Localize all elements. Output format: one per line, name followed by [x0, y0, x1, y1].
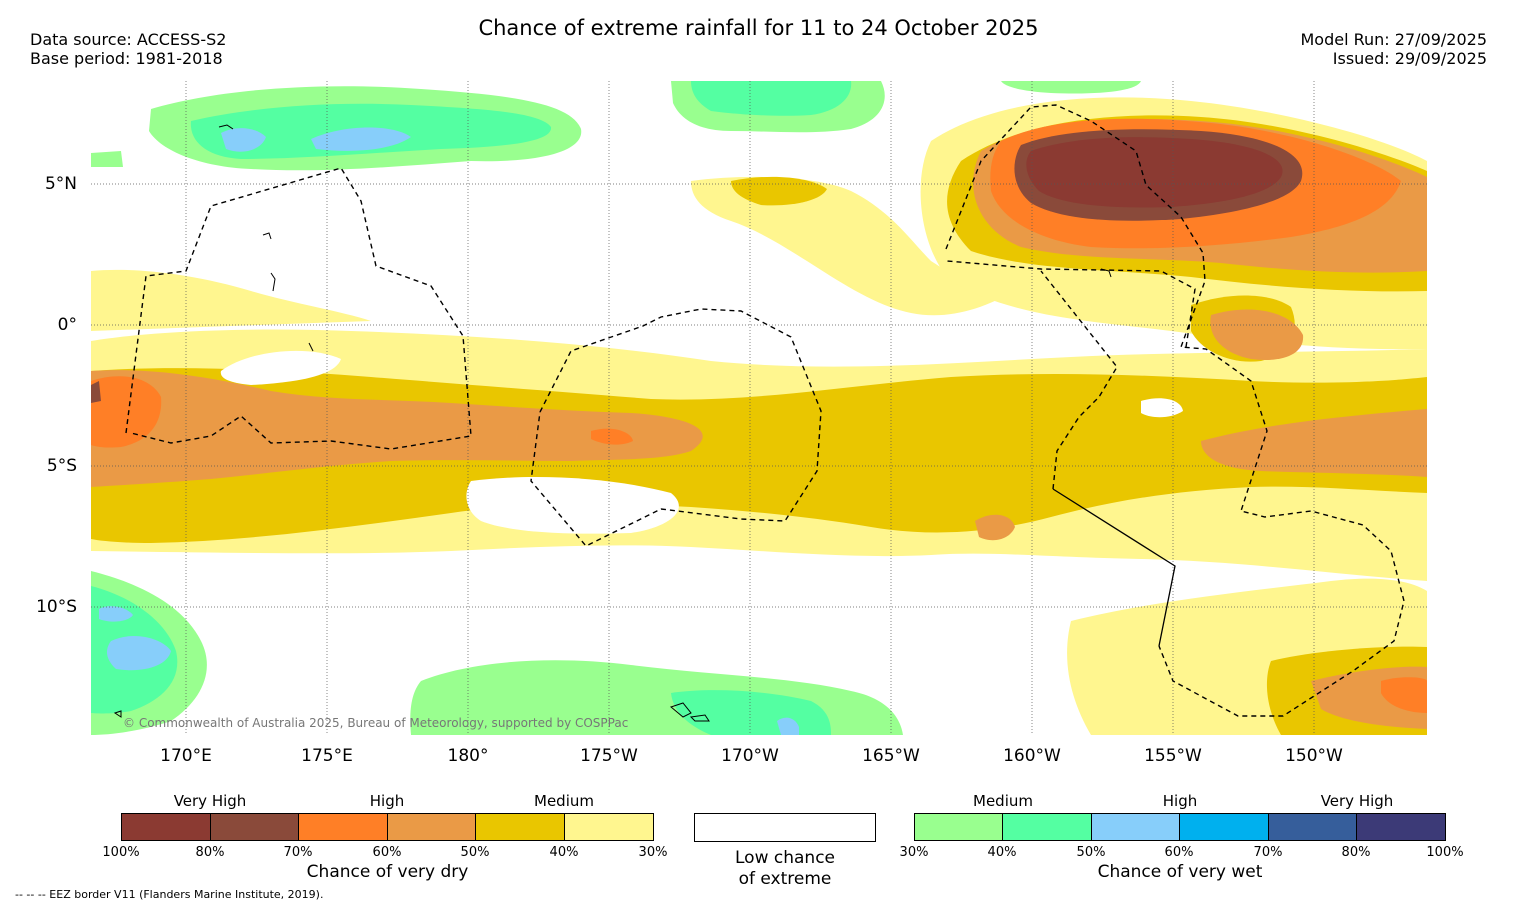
dry-swatch-40-30: [564, 813, 654, 841]
wet-tick-60: 60%: [1164, 845, 1194, 860]
wet-swatch-60-70: [1179, 813, 1269, 841]
model-run: Model Run: 27/09/2025: [1300, 30, 1488, 49]
dry-area-west-vhigh: [91, 376, 162, 448]
dry-area-east-high: [1210, 309, 1304, 360]
wet-tick-30: 30%: [899, 845, 929, 860]
lon-label-170e: 170°E: [160, 746, 212, 766]
dry-area-central-vhigh: [591, 428, 633, 445]
dry-area-east-high-2: [1201, 409, 1427, 477]
low-chance-label: Low chance of extreme: [694, 848, 876, 890]
low-chance-line2: of extreme: [738, 869, 832, 889]
lat-label-5n: 5°N: [44, 174, 77, 194]
low-chance-area-3: [466, 477, 679, 534]
boundary-solid: [1052, 488, 1176, 647]
dry-legend-title: Chance of very dry: [306, 862, 469, 882]
dry-swatch-80-70: [210, 813, 300, 841]
lat-label-5s: 5°S: [46, 456, 77, 476]
wet-area-south-vhigh: [777, 717, 799, 735]
base-period: Base period: 1981-2018: [30, 49, 223, 68]
dry-tick-50: 50%: [460, 845, 490, 860]
wet-swatch-40-50: [1002, 813, 1092, 841]
wet-swatch-80-100: [1356, 813, 1446, 841]
dry-area-west-extreme: [91, 381, 101, 403]
wet-swatch-50-60: [1091, 813, 1181, 841]
low-chance-line1: Low chance: [735, 848, 835, 868]
meta-left: Data source: ACCESS-S2 Base period: 1981…: [30, 30, 226, 68]
lon-label-175w: 175°W: [580, 746, 638, 766]
dry-tick-80: 80%: [195, 845, 225, 860]
dry-area-central-medium: [691, 176, 1031, 316]
low-chance-area-1: [220, 350, 341, 385]
dry-swatch-100-80: [121, 813, 211, 841]
lon-label-175e: 175°E: [301, 746, 353, 766]
wet-swatch-30-40: [914, 813, 1004, 841]
wet-area-sw-vhigh-2: [99, 606, 133, 622]
dry-tick-70: 70%: [283, 845, 313, 860]
wet-tick-50: 50%: [1076, 845, 1106, 860]
wet-tick-40: 40%: [987, 845, 1017, 860]
dry-area-se-vhigh: [1381, 677, 1427, 713]
rainfall-map: © Commonwealth of Australia 2025, Bureau…: [91, 81, 1427, 735]
islands: [113, 124, 1112, 722]
dry-category-very-high: Very High: [173, 792, 247, 810]
lon-label-170w: 170°W: [721, 746, 779, 766]
dry-area-west-medium: [91, 269, 371, 331]
graticule: [91, 81, 1427, 735]
eez-borders: [125, 104, 1405, 717]
dry-swatch-70-60: [298, 813, 388, 841]
lon-label-150w: 150°W: [1285, 746, 1343, 766]
map-copyright: © Commonwealth of Australia 2025, Bureau…: [123, 716, 628, 730]
dry-band-high-west: [91, 370, 703, 487]
lon-label-180: 180°: [447, 746, 489, 766]
dry-tick-60: 60%: [372, 845, 402, 860]
wet-area-nw-vhigh-1: [221, 128, 266, 152]
wet-tick-100: 100%: [1426, 845, 1464, 860]
wet-area-sw-vhigh: [106, 636, 171, 671]
wet-legend-title: Chance of very wet: [1097, 862, 1263, 882]
wet-category-high: High: [1162, 792, 1198, 810]
map-title: Chance of extreme rainfall for 11 to 24 …: [478, 16, 1039, 40]
dry-tick-30: 30%: [638, 845, 668, 860]
wet-tick-70: 70%: [1253, 845, 1283, 860]
lon-label-155w: 155°W: [1144, 746, 1202, 766]
wet-area-nw-medium-2: [91, 151, 123, 167]
low-chance-swatch: [694, 813, 876, 842]
data-source: Data source: ACCESS-S2: [30, 30, 227, 49]
low-chance-area-2: [1141, 398, 1183, 418]
lon-label-160w: 160°W: [1003, 746, 1061, 766]
dry-area-central-high: [975, 514, 1015, 541]
dry-category-medium: Medium: [534, 792, 594, 810]
dry-area-ne-extreme: [1026, 137, 1283, 208]
wet-area-top-high: [691, 81, 852, 116]
wet-swatch-70-80: [1268, 813, 1358, 841]
wet-area-nw-vhigh-2: [311, 127, 411, 151]
dry-category-high: High: [369, 792, 405, 810]
dry-swatch-50-40: [475, 813, 565, 841]
dry-tick-100: 100%: [102, 845, 140, 860]
dry-tick-40: 40%: [549, 845, 579, 860]
lat-label-10s: 10°S: [36, 597, 77, 617]
wet-category-very-high: Very High: [1320, 792, 1394, 810]
lat-label-0: 0°: [57, 315, 77, 335]
wet-area-ne-medium: [1001, 81, 1141, 94]
issued-date: Issued: 29/09/2025: [1332, 49, 1487, 68]
meta-right: Model Run: 27/09/2025 Issued: 29/09/2025: [1301, 30, 1488, 68]
eez-border-note: -- -- -- EEZ border V11 (Flanders Marine…: [15, 888, 324, 901]
dry-swatch-60-50: [387, 813, 477, 841]
wet-category-medium: Medium: [973, 792, 1033, 810]
wet-tick-80: 80%: [1341, 845, 1371, 860]
lon-label-165w: 165°W: [862, 746, 920, 766]
